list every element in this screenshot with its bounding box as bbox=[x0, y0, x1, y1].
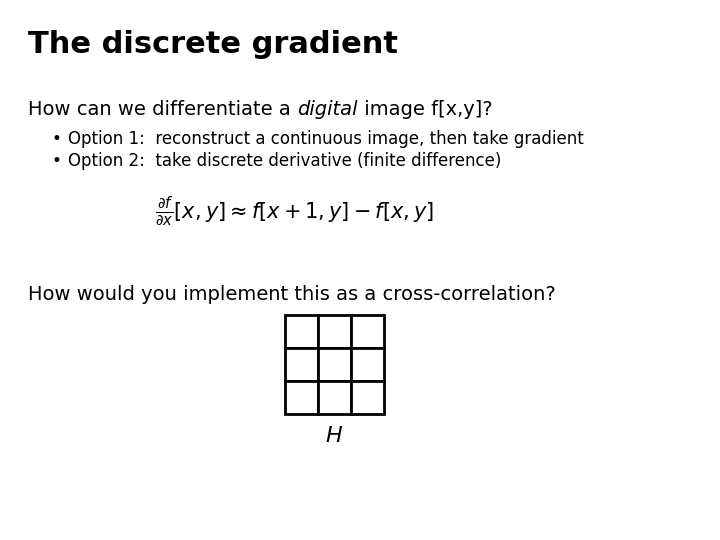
Bar bbox=[318, 348, 351, 381]
Bar bbox=[285, 315, 318, 348]
Text: The discrete gradient: The discrete gradient bbox=[28, 30, 398, 59]
Bar bbox=[351, 381, 384, 414]
Bar bbox=[318, 381, 351, 414]
Text: How would you implement this as a cross-correlation?: How would you implement this as a cross-… bbox=[28, 285, 556, 304]
Bar bbox=[285, 381, 318, 414]
Text: Option 1:  reconstruct a continuous image, then take gradient: Option 1: reconstruct a continuous image… bbox=[68, 130, 584, 148]
Bar bbox=[351, 348, 384, 381]
Text: image f[x,y]?: image f[x,y]? bbox=[358, 100, 492, 119]
Text: •: • bbox=[52, 152, 62, 170]
Bar bbox=[351, 315, 384, 348]
Bar bbox=[285, 348, 318, 381]
Text: How can we differentiate a: How can we differentiate a bbox=[28, 100, 297, 119]
Bar bbox=[318, 315, 351, 348]
Text: $H$: $H$ bbox=[325, 426, 343, 446]
Text: Option 2:  take discrete derivative (finite difference): Option 2: take discrete derivative (fini… bbox=[68, 152, 501, 170]
Text: •: • bbox=[52, 130, 62, 148]
Text: $\frac{\partial f}{\partial x}[x, y] \approx f[x+1, y] - f[x, y]$: $\frac{\partial f}{\partial x}[x, y] \ap… bbox=[155, 195, 434, 228]
Text: digital: digital bbox=[297, 100, 358, 119]
